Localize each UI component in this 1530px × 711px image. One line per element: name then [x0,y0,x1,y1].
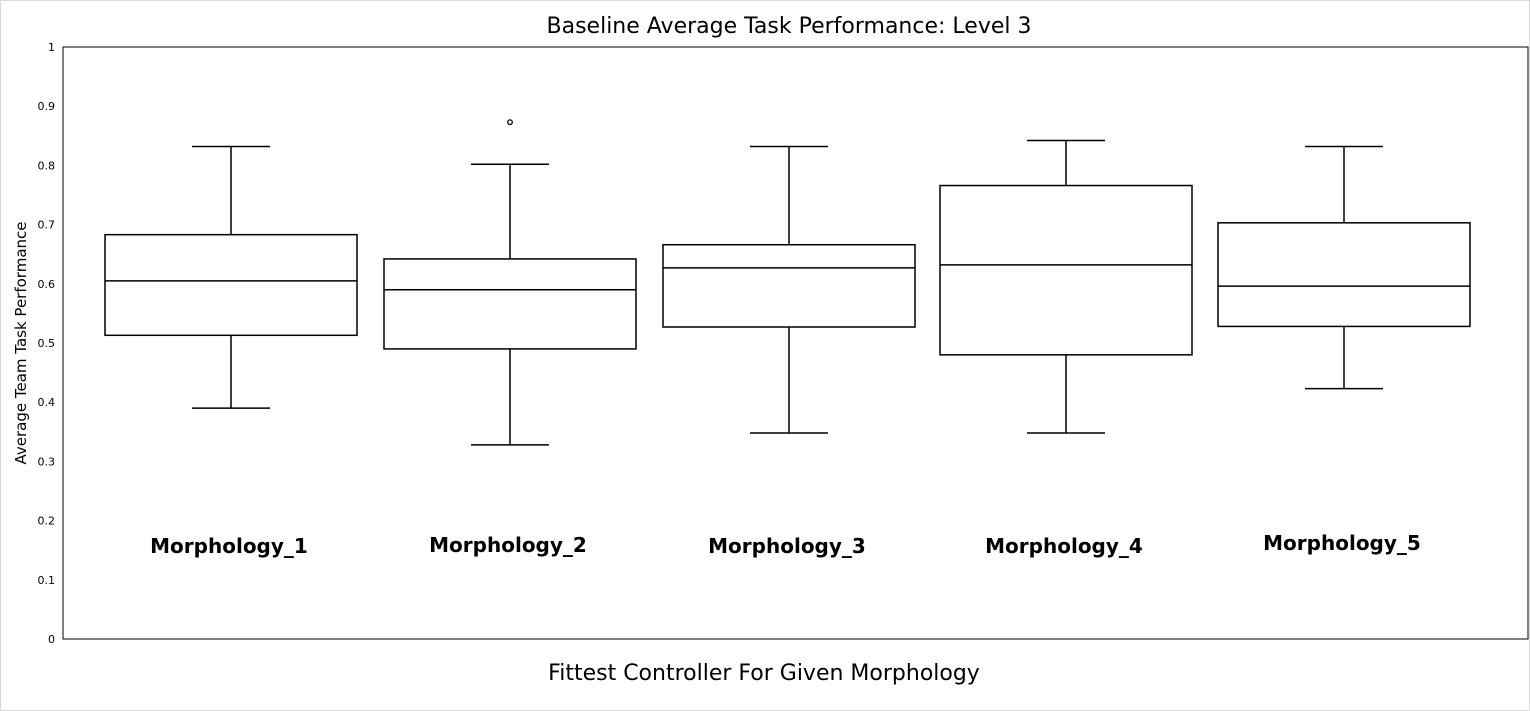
box-4 [939,139,1193,434]
category-label: Morphology_2 [429,533,587,557]
box-2 [383,119,637,446]
y-tick-label: 0.5 [38,337,56,350]
y-tick-label: 0.2 [38,515,56,528]
plot-frame [62,46,1529,640]
box-1 [104,145,358,409]
y-axis-ticks: 0 0.1 0.2 0.3 0.4 0.5 0.6 0.7 0.8 0.9 1 [38,41,56,646]
y-tick-label: 1 [48,41,55,54]
category-label: Morphology_4 [985,534,1143,558]
iqr-box [1217,222,1471,328]
category-label: Morphology_5 [1263,531,1421,555]
box-3 [662,145,916,434]
iqr-box [104,233,358,337]
y-tick-label: 0 [48,633,55,646]
category-label: Morphology_1 [150,534,308,558]
y-tick-label: 0.1 [38,574,56,587]
chart-title: Baseline Average Task Performance: Level… [547,14,1032,39]
y-tick-label: 0.8 [38,159,56,172]
y-tick-label: 0.9 [38,100,56,113]
category-label: Morphology_3 [708,534,866,558]
category-labels: Morphology_1 Morphology_2 Morphology_3 Morp… [150,531,1421,558]
y-tick-label: 0.4 [38,396,56,409]
y-axis-label: Average Team Task Performance [12,222,30,465]
y-tick-label: 0.6 [38,278,56,291]
outlier-point [507,119,513,126]
iqr-box [383,258,637,350]
y-tick-label: 0.7 [38,219,56,232]
x-axis-label: Fittest Controller For Given Morphology [548,661,980,686]
iqr-box [939,184,1193,356]
iqr-box [662,243,916,328]
box-5 [1217,145,1471,390]
y-tick-label: 0.3 [38,455,56,468]
box-series [104,119,1471,446]
